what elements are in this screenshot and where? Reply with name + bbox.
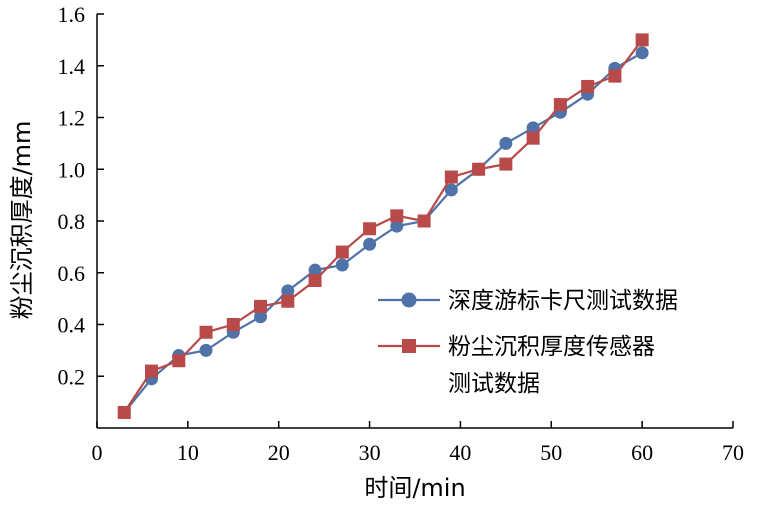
data-point-square bbox=[444, 170, 458, 184]
data-point-square bbox=[308, 274, 322, 288]
data-point-circle bbox=[254, 310, 268, 324]
data-point-circle bbox=[444, 183, 458, 197]
x-tick-label: 50 bbox=[540, 440, 562, 465]
data-point-square bbox=[472, 162, 486, 176]
legend-marker-circle bbox=[401, 292, 417, 308]
data-point-circle bbox=[390, 219, 404, 233]
legend-label: 测试数据 bbox=[448, 371, 540, 397]
data-point-circle bbox=[363, 237, 377, 251]
x-tick-label: 40 bbox=[449, 440, 471, 465]
data-point-square bbox=[145, 364, 159, 378]
legend-marker-square bbox=[402, 339, 416, 353]
data-point-square bbox=[608, 69, 622, 83]
data-point-square bbox=[117, 405, 131, 419]
legend-item: 深度游标卡尺测试数据 bbox=[378, 288, 678, 314]
data-point-square bbox=[526, 131, 540, 145]
x-tick-label: 60 bbox=[631, 440, 653, 465]
data-point-square bbox=[199, 325, 213, 339]
data-point-square bbox=[281, 294, 295, 308]
data-point-circle bbox=[499, 136, 513, 150]
data-point-square bbox=[499, 157, 513, 171]
y-axis-title: 粉尘沉积厚度/mm bbox=[8, 121, 36, 320]
legend-label: 深度游标卡尺测试数据 bbox=[448, 288, 678, 314]
y-tick-label: 1.6 bbox=[58, 2, 86, 27]
y-tick-label: 1.0 bbox=[58, 157, 86, 182]
y-tick-label: 1.4 bbox=[58, 54, 86, 79]
data-point-square bbox=[635, 33, 649, 47]
data-point-circle bbox=[281, 284, 295, 298]
data-point-square bbox=[581, 79, 595, 93]
series-caliper bbox=[117, 46, 649, 419]
x-axis-title: 时间/min bbox=[364, 474, 465, 502]
y-tick-label: 0.2 bbox=[58, 364, 86, 389]
data-point-square bbox=[172, 354, 186, 368]
series-layer bbox=[117, 33, 649, 419]
legend-label: 粉尘沉积厚度传感器 bbox=[448, 334, 655, 360]
data-point-square bbox=[553, 98, 567, 112]
data-point-circle bbox=[335, 258, 349, 272]
data-point-square bbox=[363, 222, 377, 236]
y-tick-label: 0.4 bbox=[58, 313, 86, 338]
y-tick-label: 0.6 bbox=[58, 261, 86, 286]
data-point-circle bbox=[526, 121, 540, 135]
data-point-square bbox=[254, 299, 268, 313]
data-point-square bbox=[417, 214, 431, 228]
series-sensor bbox=[117, 33, 649, 419]
x-tick-label: 30 bbox=[359, 440, 381, 465]
data-point-square bbox=[335, 245, 349, 259]
axes: 0 10 20 30 40 50 60 70 0.2 0.4 0.6 0.8 1.0 1.2 1.4 1.6 bbox=[58, 2, 745, 465]
data-point-square bbox=[226, 318, 240, 331]
data-point-circle bbox=[199, 343, 213, 357]
data-point-square bbox=[390, 209, 404, 223]
y-tick-label: 1.2 bbox=[58, 106, 86, 131]
x-tick-label: 10 bbox=[177, 440, 199, 465]
data-point-circle bbox=[635, 46, 649, 60]
y-tick-label: 0.8 bbox=[58, 209, 86, 234]
data-point-circle bbox=[308, 263, 322, 277]
x-tick-label: 20 bbox=[268, 440, 290, 465]
x-tick-label: 0 bbox=[92, 440, 103, 465]
x-tick-label: 70 bbox=[722, 440, 744, 465]
